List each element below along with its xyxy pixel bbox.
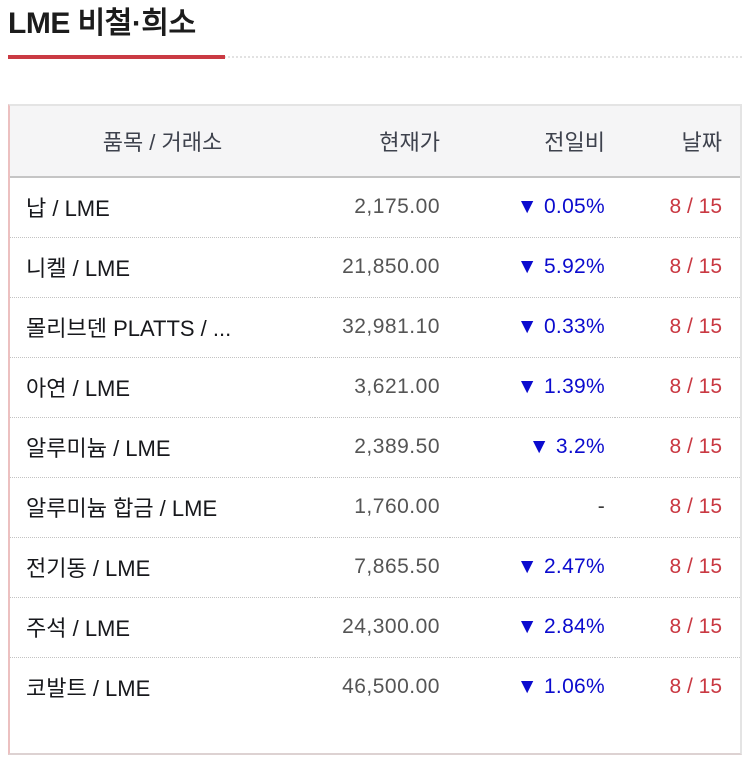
title-rule [8,55,742,59]
price-cell: 24,300.00 [315,596,450,657]
price-table: 품목 / 거래소 현재가 전일비 날짜 납 / LME 2,175.00 ▼ 0… [10,106,740,717]
date-cell: 8 / 15 [615,656,740,717]
item-cell[interactable]: 전기동 / LME [10,536,315,597]
price-cell: 2,175.00 [315,177,450,237]
price-cell: 1,760.00 [315,476,450,537]
table-header: 품목 / 거래소 현재가 전일비 날짜 [10,106,740,178]
page: LME 비철·희소 품목 / 거래소 현재가 전일비 날짜 [8,7,742,755]
change-cell: ▼ 2.47% [450,536,615,597]
date-cell: 8 / 15 [615,236,740,297]
item-cell[interactable]: 납 / LME [10,177,315,237]
table-row: 니켈 / LME 21,850.00 ▼ 5.92% 8 / 15 [10,236,740,297]
col-header-price: 현재가 [315,106,450,178]
table-row: 전기동 / LME 7,865.50 ▼ 2.47% 8 / 15 [10,536,740,597]
table-row: 알루미늄 / LME 2,389.50 ▼ 3.2% 8 / 15 [10,416,740,477]
header-row: 품목 / 거래소 현재가 전일비 날짜 [10,106,740,178]
price-cell: 3,621.00 [315,356,450,417]
table-row: 코발트 / LME 46,500.00 ▼ 1.06% 8 / 15 [10,656,740,717]
date-cell: 8 / 15 [615,177,740,237]
item-cell[interactable]: 알루미늄 / LME [10,416,315,477]
table-row: 몰리브덴 PLATTS / ... 32,981.10 ▼ 0.33% 8 / … [10,296,740,357]
item-cell[interactable]: 니켈 / LME [10,236,315,297]
date-cell: 8 / 15 [615,356,740,417]
date-cell: 8 / 15 [615,476,740,537]
item-cell[interactable]: 주석 / LME [10,596,315,657]
change-cell: ▼ 0.05% [450,177,615,237]
change-cell: ▼ 3.2% [450,416,615,477]
item-cell[interactable]: 알루미늄 합금 / LME [10,476,315,537]
date-cell: 8 / 15 [615,296,740,357]
table-row: 납 / LME 2,175.00 ▼ 0.05% 8 / 15 [10,177,740,237]
date-cell: 8 / 15 [615,536,740,597]
price-cell: 2,389.50 [315,416,450,477]
change-cell: - [450,476,615,537]
col-header-item: 품목 / 거래소 [10,106,315,178]
change-cell: ▼ 0.33% [450,296,615,357]
table-row: 주석 / LME 24,300.00 ▼ 2.84% 8 / 15 [10,596,740,657]
price-table-container: 품목 / 거래소 현재가 전일비 날짜 납 / LME 2,175.00 ▼ 0… [8,104,742,755]
item-cell[interactable]: 몰리브덴 PLATTS / ... [10,296,315,357]
date-cell: 8 / 15 [615,416,740,477]
item-cell[interactable]: 아연 / LME [10,356,315,417]
page-title: LME 비철·희소 [8,7,196,40]
item-cell[interactable]: 코발트 / LME [10,656,315,717]
change-cell: ▼ 1.06% [450,656,615,717]
change-cell: ▼ 1.39% [450,356,615,417]
col-header-change: 전일비 [450,106,615,178]
price-cell: 21,850.00 [315,236,450,297]
title-underline-dotted [8,56,742,58]
date-cell: 8 / 15 [615,596,740,657]
price-cell: 46,500.00 [315,656,450,717]
title-underline-accent [8,55,225,59]
col-header-date: 날짜 [615,106,740,178]
price-cell: 7,865.50 [315,536,450,597]
table-row: 아연 / LME 3,621.00 ▼ 1.39% 8 / 15 [10,356,740,417]
table-body: 납 / LME 2,175.00 ▼ 0.05% 8 / 15 니켈 / LME… [10,177,740,717]
change-cell: ▼ 5.92% [450,236,615,297]
change-cell: ▼ 2.84% [450,596,615,657]
table-row: 알루미늄 합금 / LME 1,760.00 - 8 / 15 [10,476,740,537]
price-cell: 32,981.10 [315,296,450,357]
